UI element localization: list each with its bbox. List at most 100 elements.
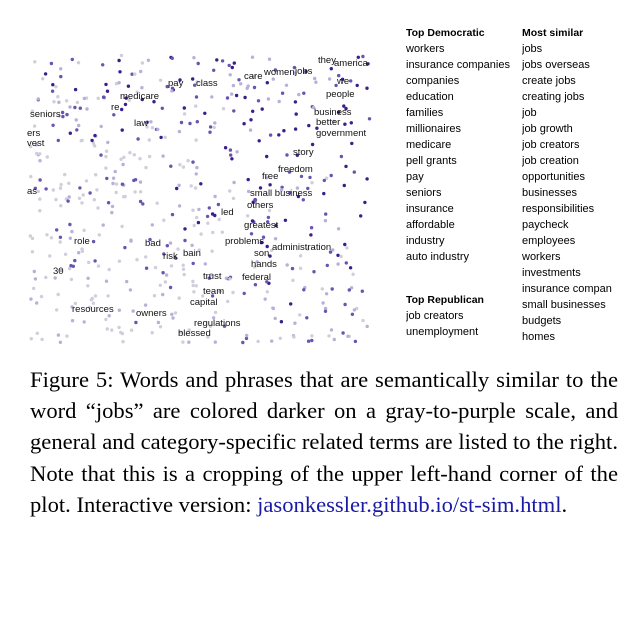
term-dot[interactable]: [207, 276, 211, 280]
term-dot[interactable]: [110, 328, 114, 332]
term-dot[interactable]: [73, 105, 77, 110]
term-dot[interactable]: [129, 328, 134, 332]
term-dot[interactable]: [228, 73, 232, 77]
term-dot[interactable]: [321, 301, 325, 305]
term-dot[interactable]: [296, 194, 301, 199]
term-dot[interactable]: [360, 289, 364, 293]
term-dot[interactable]: [134, 320, 138, 325]
term-dot[interactable]: [310, 142, 315, 147]
term-dot[interactable]: [70, 57, 75, 62]
term-dot[interactable]: [305, 316, 309, 320]
term-dot[interactable]: [273, 68, 278, 72]
term-dot[interactable]: [91, 301, 96, 305]
term-dot[interactable]: [128, 151, 132, 155]
term-dot[interactable]: [114, 82, 119, 86]
term-dot[interactable]: [67, 181, 71, 185]
term-dot[interactable]: [178, 163, 182, 167]
term-dot[interactable]: [140, 86, 144, 90]
term-dot[interactable]: [117, 325, 121, 330]
term-label[interactable]: team: [203, 286, 224, 297]
term-dot[interactable]: [110, 204, 115, 209]
term-dot[interactable]: [105, 89, 110, 93]
term-label[interactable]: re: [111, 102, 119, 113]
term-dot[interactable]: [169, 164, 173, 168]
term-label[interactable]: free: [262, 171, 278, 182]
term-dot[interactable]: [353, 339, 358, 344]
term-dot[interactable]: [125, 279, 129, 284]
term-dot[interactable]: [342, 183, 346, 188]
term-dot[interactable]: [182, 272, 186, 277]
term-dot[interactable]: [147, 154, 152, 159]
term-dot[interactable]: [266, 220, 270, 224]
term-dot[interactable]: [78, 186, 82, 190]
term-dot[interactable]: [295, 186, 300, 190]
term-dot[interactable]: [59, 268, 63, 273]
term-dot[interactable]: [169, 264, 174, 268]
term-dot[interactable]: [59, 74, 63, 79]
term-label[interactable]: class: [196, 78, 218, 89]
term-dot[interactable]: [104, 154, 108, 159]
term-dot[interactable]: [310, 181, 314, 185]
term-label[interactable]: capital: [190, 297, 217, 308]
term-dot[interactable]: [45, 233, 49, 237]
term-dot[interactable]: [323, 219, 328, 223]
term-dot[interactable]: [156, 127, 160, 132]
term-dot[interactable]: [45, 155, 49, 159]
term-dot[interactable]: [213, 121, 217, 125]
term-dot[interactable]: [73, 301, 78, 306]
term-dot[interactable]: [297, 92, 301, 97]
term-dot[interactable]: [293, 100, 298, 104]
term-dot[interactable]: [36, 189, 40, 194]
term-dot[interactable]: [120, 224, 124, 229]
term-label[interactable]: administration: [272, 242, 331, 253]
term-dot[interactable]: [365, 177, 369, 181]
term-dot[interactable]: [322, 191, 326, 196]
term-dot[interactable]: [159, 135, 163, 140]
term-dot[interactable]: [152, 100, 156, 104]
term-dot[interactable]: [330, 287, 334, 291]
term-dot[interactable]: [344, 164, 348, 169]
term-dot[interactable]: [75, 128, 79, 132]
term-dot[interactable]: [35, 301, 39, 305]
list-item[interactable]: insurance: [406, 203, 454, 215]
term-dot[interactable]: [227, 63, 231, 68]
term-dot[interactable]: [244, 336, 249, 341]
list-item[interactable]: jobs overseas: [522, 59, 590, 71]
list-item[interactable]: education: [406, 91, 454, 103]
term-dot[interactable]: [32, 286, 36, 291]
term-label[interactable]: blessed: [178, 328, 211, 339]
list-item[interactable]: workers: [522, 251, 561, 263]
term-dot[interactable]: [183, 227, 187, 231]
term-dot[interactable]: [257, 139, 261, 143]
term-dot[interactable]: [265, 154, 269, 159]
list-item[interactable]: insurance companies: [406, 59, 510, 71]
term-dot[interactable]: [205, 214, 210, 219]
term-dot[interactable]: [86, 284, 90, 288]
term-dot[interactable]: [120, 128, 124, 132]
term-dot[interactable]: [267, 57, 272, 61]
term-dot[interactable]: [194, 95, 199, 99]
term-dot[interactable]: [273, 316, 277, 321]
term-dot[interactable]: [152, 294, 157, 298]
term-dot[interactable]: [210, 95, 214, 99]
term-label[interactable]: owners: [136, 308, 167, 319]
term-dot[interactable]: [114, 182, 119, 186]
term-dot[interactable]: [206, 335, 210, 339]
term-dot[interactable]: [107, 314, 111, 318]
term-dot[interactable]: [294, 112, 298, 116]
term-dot[interactable]: [55, 228, 59, 232]
term-dot[interactable]: [213, 340, 217, 344]
term-label[interactable]: we: [336, 76, 349, 87]
list-item[interactable]: job creation: [522, 155, 579, 167]
term-dot[interactable]: [220, 230, 224, 234]
term-dot[interactable]: [104, 149, 109, 153]
term-dot[interactable]: [246, 214, 250, 218]
term-dot[interactable]: [153, 265, 158, 270]
term-dot[interactable]: [199, 232, 203, 236]
term-dot[interactable]: [58, 240, 62, 244]
term-dot[interactable]: [350, 141, 354, 146]
term-dot[interactable]: [110, 210, 114, 215]
term-dot[interactable]: [140, 61, 145, 65]
term-dot[interactable]: [331, 248, 335, 252]
term-dot[interactable]: [265, 244, 269, 249]
